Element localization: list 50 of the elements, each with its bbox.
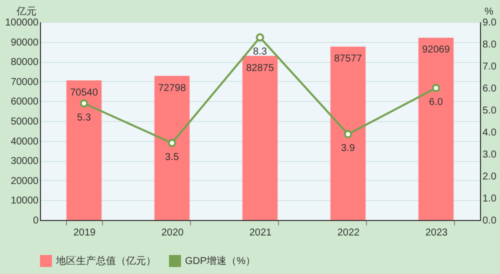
- data-label: 70540: [70, 87, 98, 98]
- data-label: 6.0: [429, 97, 444, 108]
- data-label: 3.9: [341, 143, 356, 154]
- y2-tick-label: 6.0: [482, 84, 497, 94]
- y-tick-label: 40000: [10, 136, 39, 148]
- point: [256, 33, 264, 42]
- y2-tick-label: 2.0: [482, 172, 497, 182]
- legend-label: GDP增速（%）: [185, 255, 256, 267]
- y2-axis-title: %: [484, 6, 494, 18]
- y-tick-label: 70000: [10, 76, 39, 88]
- y2-tick-label: 4.0: [482, 128, 497, 138]
- point: [80, 99, 88, 108]
- bar: [66, 80, 102, 220]
- y2-tick-label: 8.0: [482, 40, 497, 50]
- y2-tick-label: 5.0: [482, 106, 497, 116]
- y-tick-label: 80000: [10, 57, 39, 68]
- bar: [242, 56, 278, 220]
- y-tick-label: 60000: [10, 96, 39, 108]
- point: [168, 138, 176, 148]
- y-tick-label: 20000: [10, 176, 39, 187]
- y2-tick-label: 3.0: [482, 150, 497, 160]
- y-tick-label: 30000: [10, 156, 39, 168]
- data-label: 72798: [158, 82, 186, 94]
- bar: [154, 76, 190, 220]
- data-label: 87577: [334, 54, 362, 65]
- x-tick-label: 2019: [73, 228, 96, 238]
- point: [432, 84, 440, 92]
- y2-tick-label: 7.0: [482, 62, 497, 72]
- y-tick-label: 0: [32, 216, 39, 226]
- y-tick-label: 10000: [10, 196, 39, 207]
- x-tick-label: 2023: [425, 228, 448, 238]
- bar: [418, 38, 454, 220]
- data-label: 5.3: [77, 112, 92, 124]
- y-tick-label: 90000: [10, 37, 39, 48]
- point: [344, 130, 352, 138]
- data-label: 92069: [422, 44, 450, 56]
- y2-tick-label: 1.0: [482, 194, 497, 204]
- y-tick-label: 50000: [10, 116, 39, 128]
- data-label: 3.5: [165, 152, 180, 163]
- legend-label: 地区生产总值（亿元）: [55, 255, 156, 267]
- x-tick-label: 2022: [337, 228, 360, 238]
- data-label: 8.3: [253, 46, 268, 58]
- y-axis-title: 亿元: [16, 6, 36, 18]
- data-label: 82875: [246, 62, 274, 74]
- x-tick-label: 2021: [249, 228, 272, 238]
- y2-tick-label: 9.0: [482, 18, 497, 28]
- bar: [330, 46, 366, 220]
- y-tick-label: 100000: [5, 18, 39, 28]
- y2-tick-label: 0.0: [482, 216, 497, 226]
- x-tick-label: 2020: [161, 228, 184, 238]
